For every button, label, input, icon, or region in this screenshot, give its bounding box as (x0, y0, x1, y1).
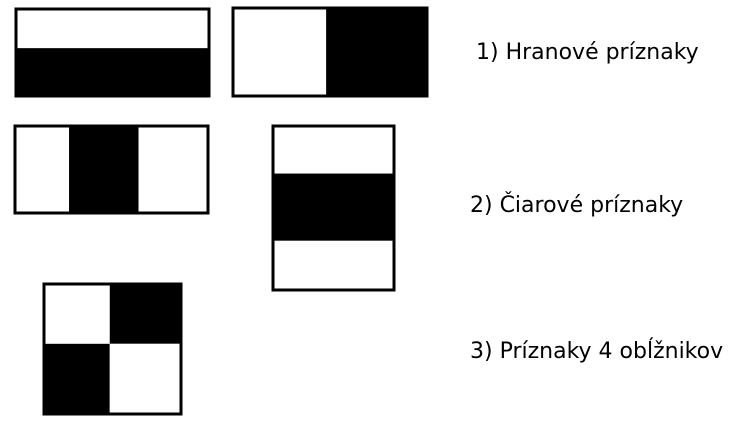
feature-cell-dark (44, 343, 110, 414)
caption-line-features: 2) Čiarové príznaky (470, 193, 684, 218)
feature-cell-light (273, 240, 394, 290)
caption-four-rectangle-features: 3) Príznaky 4 obĺžnikov (470, 339, 724, 364)
line-feature-horizontal (271, 124, 396, 292)
feature-frame (13, 124, 210, 215)
feature-cell-light (16, 9, 209, 49)
four-rectangle-feature (42, 282, 183, 416)
edge-feature-vertical (231, 6, 429, 98)
feature-cell-dark (273, 173, 394, 241)
feature-frame (42, 282, 183, 416)
feature-frame (14, 7, 211, 98)
feature-cell-dark (109, 284, 181, 344)
feature-cell-dark (69, 126, 139, 213)
feature-frame (271, 124, 396, 292)
feature-frame (231, 6, 429, 98)
feature-cell-light (44, 284, 110, 344)
feature-cell-light (233, 8, 327, 96)
line-feature-vertical (13, 124, 210, 215)
edge-feature-horizontal (14, 7, 211, 98)
feature-cell-dark (326, 8, 427, 96)
feature-cell-light (109, 343, 181, 414)
feature-cell-dark (16, 48, 209, 96)
feature-cell-light (273, 126, 394, 174)
caption-edge-features: 1) Hranové príznaky (476, 40, 699, 65)
feature-cell-light (138, 126, 208, 213)
feature-cell-light (15, 126, 70, 213)
